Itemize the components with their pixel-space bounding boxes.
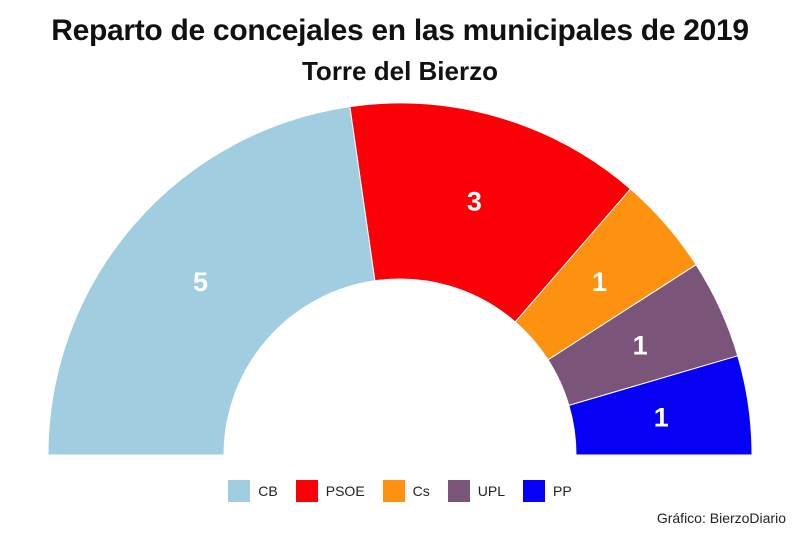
legend-label: Cs [412,483,430,499]
legend-swatch [523,480,546,502]
legend-item-psoe: PSOE [295,480,365,502]
legend-item-upl: UPL [447,480,506,502]
legend-swatch [295,480,318,502]
legend-item-cs: Cs [382,480,430,502]
data-label-psoe: 3 [467,187,482,217]
chart-subtitle: Torre del Bierzo [301,56,498,86]
data-label-upl: 1 [633,330,648,360]
slice-pp [568,355,753,456]
legend-label: CB [258,483,278,499]
legend: CB PSOE Cs UPL PP [0,480,800,502]
slice-cb [47,106,376,456]
data-label-pp: 1 [654,402,669,432]
slice-psoe [349,102,632,323]
legend-label: PSOE [325,483,365,499]
legend-item-pp: PP [523,480,572,502]
legend-label: UPL [477,483,506,499]
data-label-cs: 1 [592,267,607,297]
legend-item-cb: CB [228,480,278,502]
legend-swatch [228,480,251,502]
legend-swatch [382,480,405,502]
chart-title: Reparto de concejales en las municipales… [51,14,749,47]
data-label-cb: 5 [193,267,208,297]
chart-credit: Gráfico: BierzoDiario [656,510,786,526]
legend-swatch [447,480,470,502]
legend-label: PP [553,483,572,499]
